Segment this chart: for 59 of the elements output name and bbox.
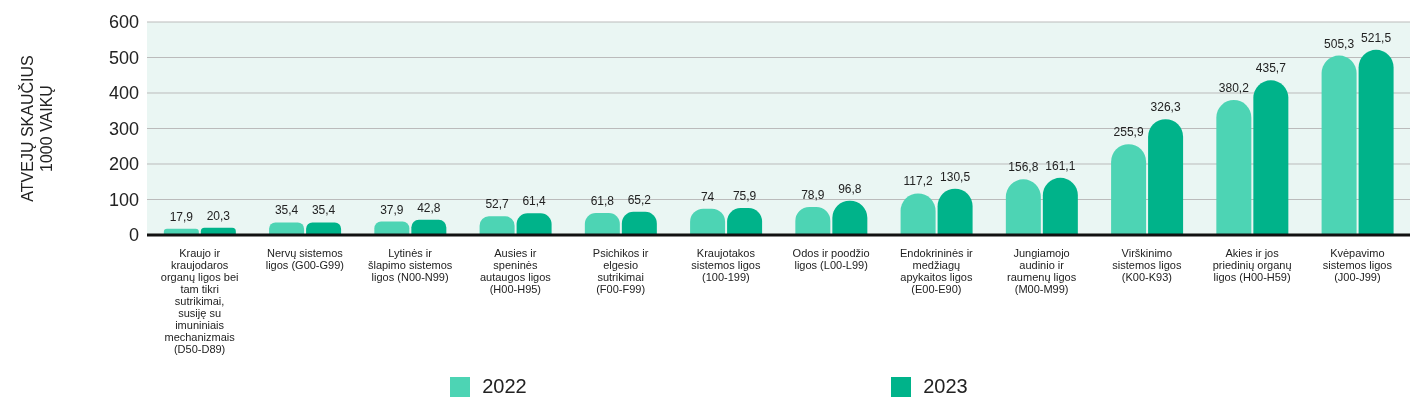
data-label: 161,1 [1045,158,1076,173]
data-label: 61,4 [522,194,547,209]
bar [1253,80,1289,235]
y-tick-label: 100 [108,189,139,210]
data-label: 35,4 [311,203,336,218]
data-label: 96,8 [838,181,862,196]
x-tick-label: Kraujotakos sistemos ligos (100-199) [691,247,761,283]
legend-label: 2023 [923,375,968,398]
x-tick-label: Jungiamojo audinio ir raumenų ligos (M00-M99) [1007,247,1077,295]
y-tick-label: 300 [108,118,139,139]
x-tick-label: Psichikos ir elgesio sutrikimai (F00-F99) [592,247,649,295]
data-label: 42,8 [417,200,441,215]
data-label: 78,9 [801,187,825,202]
y-tick-label: 200 [108,154,139,175]
data-label: 380,2 [1218,81,1250,96]
bar [1148,119,1184,235]
x-tick-label: Akies ir jos priedinių organų ligos (H00-H59) [1212,247,1292,283]
data-label: 505,3 [1324,36,1355,51]
legend-label: 2022 [482,375,527,398]
data-label: 75,9 [732,189,757,204]
data-label: 435,7 [1255,61,1287,76]
x-tick-label: Lytinės ir šlapimo sistemos ligos (N00-N99) [367,247,453,283]
category-label: Kraujo ir kraujodaros organų ligos bei tam tikri sutrikimai, susiję su imuniniais mechanizmais (D50-D89) [160,247,239,355]
data-label: 130,5 [940,169,971,184]
bar [1111,144,1147,235]
bar [1358,49,1394,235]
x-tick-label: Endokrininės ir medžiagų apykaitos ligos (E00-E90) [899,247,974,295]
data-label: 20,3 [206,208,231,223]
y-tick-label: 600 [108,12,139,33]
x-tick-label: Ausies ir speninės autaugos ligos (H00-H95) [479,247,552,295]
y-tick-label: 400 [108,83,139,104]
bar [1005,179,1041,235]
data-label: 52,7 [485,197,510,212]
data-label: 74 [700,189,715,204]
y-axis-title: ATVEJŲ SKAUČIUS 1000 VAIKŲ [18,55,55,202]
bar [1216,100,1252,235]
bar [411,219,447,235]
data-label: 326,3 [1150,100,1181,115]
data-label: 65,2 [627,192,652,207]
bar [269,222,305,235]
data-label: 255,9 [1113,125,1144,140]
bar [479,216,515,235]
y-tick-label: 500 [108,47,139,68]
bar [374,221,410,235]
data-label: 156,8 [1008,160,1039,175]
x-tick-label: Virškinimo sistemos ligos (K00-K93) [1112,247,1182,283]
x-tick-label: Kvėpavimo sistemos ligos (J00-J99) [1322,247,1393,283]
data-label: 61,8 [590,194,615,209]
bar [1042,177,1078,235]
data-label: 521,5 [1361,30,1392,45]
data-label: 17,9 [169,209,194,224]
data-label: 117,2 [903,174,933,189]
bar [306,222,342,235]
y-tick-label: 0 [128,225,139,246]
x-tick-label: Odos ir poodžio ligos (L00-L99) [792,247,870,271]
bar [1321,55,1357,235]
x-tick-label: Nervų sistemos ligos (G00-G99) [265,247,345,271]
data-label: 35,4 [274,203,299,218]
data-label: 37,9 [380,202,404,217]
